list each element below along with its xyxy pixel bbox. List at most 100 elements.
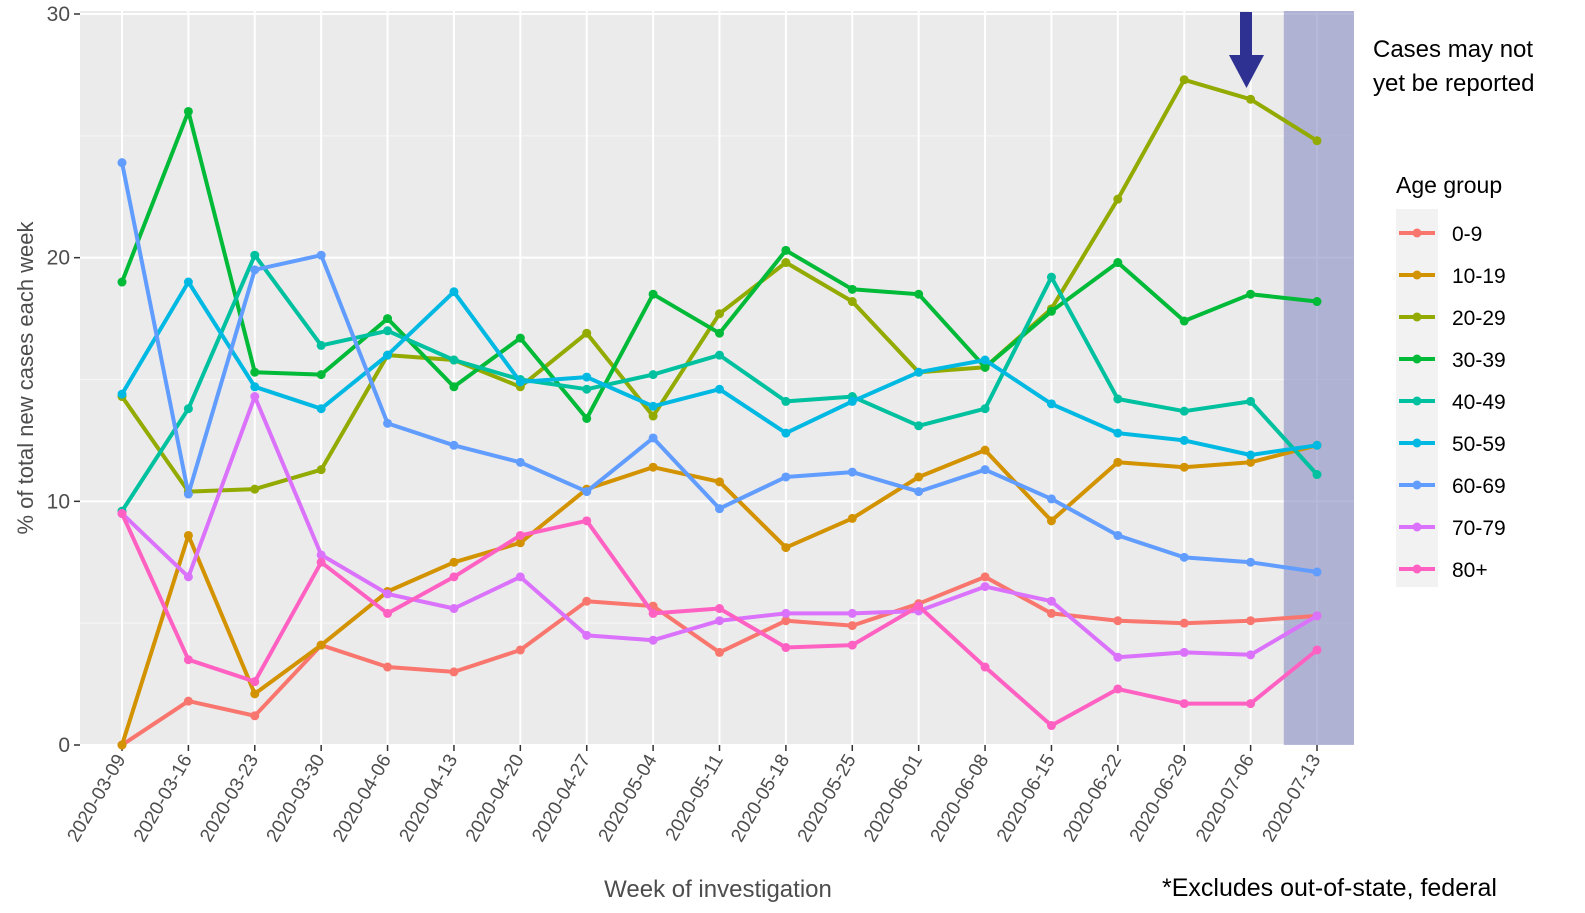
data-point: [582, 516, 592, 526]
legend-item: 80+: [1399, 559, 1488, 582]
data-point: [582, 384, 592, 394]
y-axis-label: % of total new cases each week: [13, 220, 38, 534]
data-point: [250, 250, 260, 260]
data-point: [914, 421, 924, 431]
data-point: [383, 326, 393, 336]
data-point: [515, 572, 525, 582]
data-point: [980, 404, 990, 414]
x-axis-label: Week of investigation: [604, 876, 832, 903]
data-point: [847, 621, 857, 631]
data-point: [847, 297, 857, 307]
data-point: [980, 362, 990, 372]
data-point: [1179, 462, 1189, 472]
data-point: [847, 513, 857, 523]
data-point: [1179, 75, 1189, 85]
x-tick-label: 2020-04-06: [329, 751, 396, 846]
x-tick-label: 2020-06-22: [1059, 751, 1126, 846]
data-point: [515, 333, 525, 343]
legend-label: 60-69: [1452, 475, 1506, 498]
data-point: [316, 550, 326, 560]
arrow-head: [1229, 55, 1264, 88]
data-point: [1312, 440, 1322, 450]
data-point: [515, 538, 525, 548]
legend-label: 40-49: [1452, 391, 1506, 414]
data-point: [582, 413, 592, 423]
data-point: [250, 711, 260, 721]
unreported-shade: [1283, 11, 1354, 745]
data-point: [316, 340, 326, 350]
data-point: [1312, 297, 1322, 307]
data-point: [648, 370, 658, 380]
data-point: [1113, 457, 1123, 467]
data-point: [1046, 608, 1056, 618]
data-point: [648, 608, 658, 618]
data-point: [1113, 684, 1123, 694]
data-point: [1113, 194, 1123, 204]
data-point: [1046, 306, 1056, 316]
data-point: [715, 477, 724, 487]
data-point: [914, 487, 924, 497]
data-point: [914, 289, 924, 299]
series-layer: [117, 75, 1322, 750]
cases-not-reported-note: Cases may not yet be reported: [1373, 36, 1535, 97]
data-point: [648, 433, 658, 443]
legend-label: 50-59: [1452, 433, 1506, 456]
data-point: [449, 287, 459, 297]
series-30-39: [117, 106, 1322, 423]
data-point: [1046, 516, 1056, 526]
data-point: [648, 289, 658, 299]
data-point: [1046, 272, 1056, 282]
data-point: [1246, 650, 1256, 660]
data-point: [183, 106, 193, 116]
data-point: [781, 543, 791, 553]
data-point: [183, 696, 193, 706]
data-point: [715, 350, 724, 360]
legend-item: 10-19: [1399, 265, 1506, 288]
data-point: [316, 404, 326, 414]
x-tick-label: 2020-05-25: [794, 751, 861, 846]
legend-label: 0-9: [1452, 223, 1482, 246]
legend: Age group 0-9 10-19 20-29 30-39 40-49 50-59 60…: [1396, 172, 1506, 587]
data-point: [1113, 616, 1123, 626]
data-point: [250, 367, 260, 377]
x-tick-label: 2020-06-01: [860, 751, 927, 846]
legend-item: 30-39: [1399, 349, 1506, 372]
x-tick-label: 2020-05-04: [595, 751, 662, 846]
legend-label: 70-79: [1452, 517, 1506, 540]
data-point: [316, 640, 326, 650]
series-50-59: [117, 277, 1322, 460]
data-point: [383, 608, 393, 618]
data-point: [515, 457, 525, 467]
legend-item: 60-69: [1399, 475, 1506, 498]
data-point: [449, 604, 459, 614]
data-point: [781, 472, 791, 482]
y-tick-label: 0: [58, 734, 70, 757]
data-point: [980, 582, 990, 592]
data-point: [914, 601, 924, 611]
x-tick-label: 2020-03-09: [64, 751, 131, 846]
legend-key-point: [1412, 270, 1422, 280]
data-point: [1113, 258, 1123, 268]
data-point: [383, 314, 393, 324]
data-point: [1312, 645, 1322, 655]
data-point: [1246, 699, 1256, 709]
data-point: [847, 608, 857, 618]
series-40-49: [117, 250, 1322, 516]
data-point: [980, 572, 990, 582]
legend-key-point: [1412, 396, 1422, 406]
y-tick-label: 30: [47, 3, 70, 26]
data-point: [582, 328, 592, 338]
data-point: [515, 645, 525, 655]
data-point: [648, 411, 658, 421]
x-tick-label: 2020-07-06: [1192, 751, 1259, 846]
data-point: [1179, 406, 1189, 416]
data-point: [847, 640, 857, 650]
data-point: [383, 589, 393, 599]
footnote: *Excludes out-of-state, federal: [1162, 874, 1497, 902]
series-10-19: [117, 440, 1322, 750]
series-80+: [117, 509, 1322, 731]
data-point: [715, 328, 724, 338]
data-point: [715, 384, 724, 394]
data-point: [1179, 552, 1189, 562]
